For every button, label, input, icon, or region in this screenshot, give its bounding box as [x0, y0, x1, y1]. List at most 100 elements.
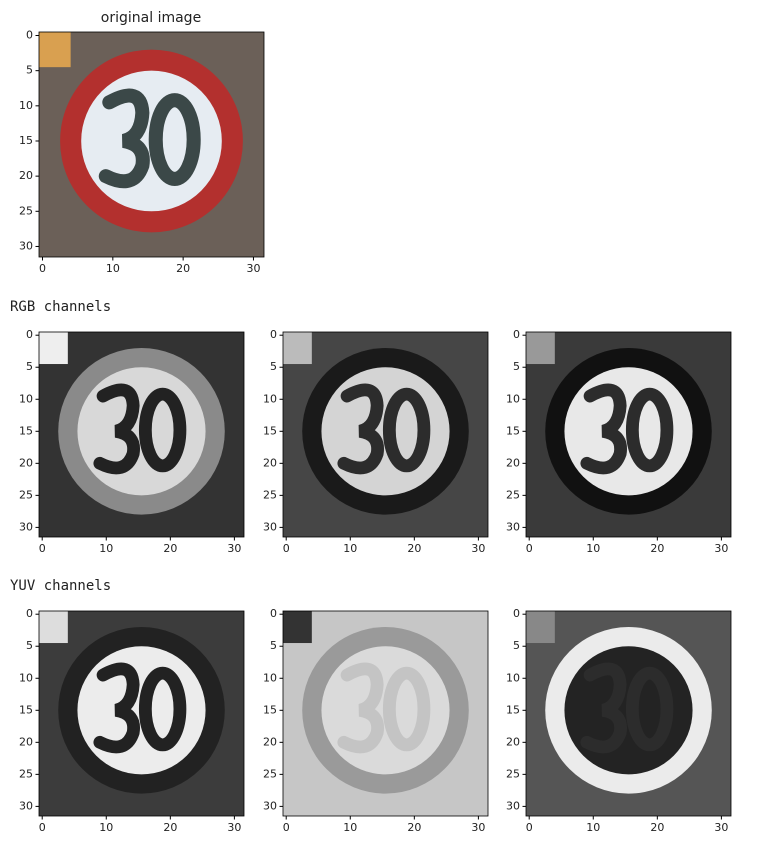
y-tick-label: 5 [26, 64, 33, 77]
x-tick-label: 30 [714, 542, 728, 555]
image [39, 611, 244, 816]
y-tick-label: 5 [513, 639, 520, 652]
axes-frame [525, 610, 732, 817]
axes-frame [38, 31, 265, 258]
section-heading: YUV channels [10, 578, 111, 594]
image-patch [283, 611, 312, 644]
image-patch [39, 611, 68, 644]
x-tick-label: 0 [283, 821, 290, 834]
image [39, 32, 264, 257]
x-tick-label: 30 [227, 542, 241, 555]
section-heading: RGB channels [10, 299, 111, 315]
y-tick-label: 5 [270, 639, 277, 652]
y-tick-label: 10 [263, 392, 277, 405]
y-tick-label: 15 [263, 424, 277, 437]
x-tick-label: 30 [471, 821, 485, 834]
y-tick-label: 15 [19, 424, 33, 437]
y-tick-label: 20 [263, 456, 277, 469]
x-tick-label: 0 [39, 542, 46, 555]
y-tick-label: 15 [19, 703, 33, 716]
y-tick-label: 5 [26, 639, 33, 652]
y-tick-label: 30 [19, 239, 33, 252]
image [283, 332, 488, 537]
y-tick-label: 30 [506, 799, 520, 812]
x-tick-label: 30 [227, 821, 241, 834]
sign-digit [580, 383, 627, 475]
y-tick-label: 0 [270, 328, 277, 341]
x-tick-label: 20 [407, 542, 421, 555]
y-tick-label: 15 [263, 703, 277, 716]
x-tick-label: 0 [39, 262, 46, 275]
x-tick-label: 30 [714, 821, 728, 834]
x-tick-label: 20 [176, 262, 190, 275]
x-tick-label: 10 [106, 262, 120, 275]
y-tick-label: 25 [506, 488, 520, 501]
sign-digit [580, 662, 627, 754]
y-tick-label: 10 [19, 99, 33, 112]
sign-digit [93, 662, 140, 754]
image-patch [526, 611, 555, 644]
y-tick-label: 15 [19, 134, 33, 147]
x-tick-label: 0 [39, 821, 46, 834]
y-tick-label: 5 [513, 360, 520, 373]
x-tick-label: 10 [99, 542, 113, 555]
x-tick-label: 10 [586, 542, 600, 555]
y-tick-label: 0 [26, 29, 33, 42]
axes-frame [38, 610, 245, 817]
y-tick-label: 10 [506, 671, 520, 684]
sign-digit [138, 666, 187, 752]
y-tick-label: 0 [270, 607, 277, 620]
x-tick-label: 20 [163, 542, 177, 555]
y-tick-label: 25 [19, 488, 33, 501]
y-tick-label: 20 [19, 735, 33, 748]
y-tick-label: 10 [263, 671, 277, 684]
plot-title: original image [101, 10, 201, 26]
sign-digit [138, 387, 187, 473]
y-tick-label: 20 [19, 169, 33, 182]
sign-digit [148, 93, 201, 186]
x-tick-label: 20 [650, 542, 664, 555]
x-tick-label: 0 [526, 542, 533, 555]
sign-digit [93, 383, 140, 475]
y-tick-label: 20 [263, 735, 277, 748]
x-tick-label: 10 [343, 821, 357, 834]
y-tick-label: 25 [19, 204, 33, 217]
y-tick-label: 0 [26, 607, 33, 620]
x-tick-label: 10 [586, 821, 600, 834]
y-tick-label: 25 [263, 767, 277, 780]
axes-frame [525, 331, 732, 538]
x-tick-label: 20 [650, 821, 664, 834]
y-tick-label: 10 [506, 392, 520, 405]
y-tick-label: 0 [26, 328, 33, 341]
x-tick-label: 0 [526, 821, 533, 834]
y-tick-label: 20 [19, 456, 33, 469]
sign-digit [625, 666, 674, 752]
y-tick-label: 25 [506, 767, 520, 780]
sign-digit [382, 387, 431, 473]
y-tick-label: 5 [26, 360, 33, 373]
image-patch [39, 332, 68, 365]
y-tick-label: 30 [506, 520, 520, 533]
x-tick-label: 20 [407, 821, 421, 834]
axes-frame [282, 610, 489, 817]
y-tick-label: 15 [506, 424, 520, 437]
x-tick-label: 10 [343, 542, 357, 555]
image [526, 611, 731, 816]
x-tick-label: 30 [471, 542, 485, 555]
sign-digit [625, 387, 674, 473]
y-tick-label: 10 [19, 392, 33, 405]
y-tick-label: 0 [513, 607, 520, 620]
sign-digit [337, 383, 384, 475]
x-tick-label: 20 [163, 821, 177, 834]
y-tick-label: 15 [506, 703, 520, 716]
y-tick-label: 20 [506, 456, 520, 469]
sign-digit [382, 666, 431, 752]
image [526, 332, 731, 537]
y-tick-label: 25 [19, 767, 33, 780]
x-tick-label: 0 [283, 542, 290, 555]
y-tick-label: 30 [263, 799, 277, 812]
axes-frame [38, 331, 245, 538]
image [39, 332, 244, 537]
y-tick-label: 30 [19, 520, 33, 533]
